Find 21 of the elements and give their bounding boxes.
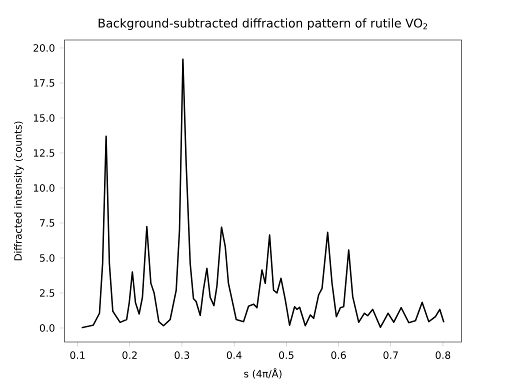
x-tick-label: 0.7 (383, 351, 398, 359)
line-series (80, 58, 445, 328)
y-tick-label: 17.5 (34, 79, 54, 87)
x-tick-label: 0.4 (226, 351, 242, 359)
x-tick-label: 0.8 (436, 351, 450, 359)
chart-title: Background-subtracted diffraction pattern of rutile VO$_{2}$ (98, 18, 428, 30)
y-tick-label: 2.5 (40, 289, 54, 297)
y-tick-label: 12.5 (34, 149, 54, 157)
y-tick-label: 0.0 (40, 324, 54, 332)
x-tick-label: 0.2 (122, 351, 137, 359)
y-tick-label: 5.0 (40, 254, 54, 262)
x-tick-label: 0.5 (279, 351, 294, 359)
x-axis-title: s (4π/Å) (244, 368, 282, 379)
x-tick-label: 0.1 (70, 351, 85, 359)
y-tick-label: 7.5 (40, 219, 54, 227)
y-tick-label: 10.0 (34, 184, 54, 192)
y-tick-label: 20.0 (34, 44, 54, 52)
y-axis-title: Diffracted intensity (counts) (14, 122, 24, 260)
y-tick-label: 15.0 (34, 114, 54, 122)
x-tick-label: 0.3 (174, 351, 190, 359)
x-tick-label: 0.6 (331, 351, 346, 359)
